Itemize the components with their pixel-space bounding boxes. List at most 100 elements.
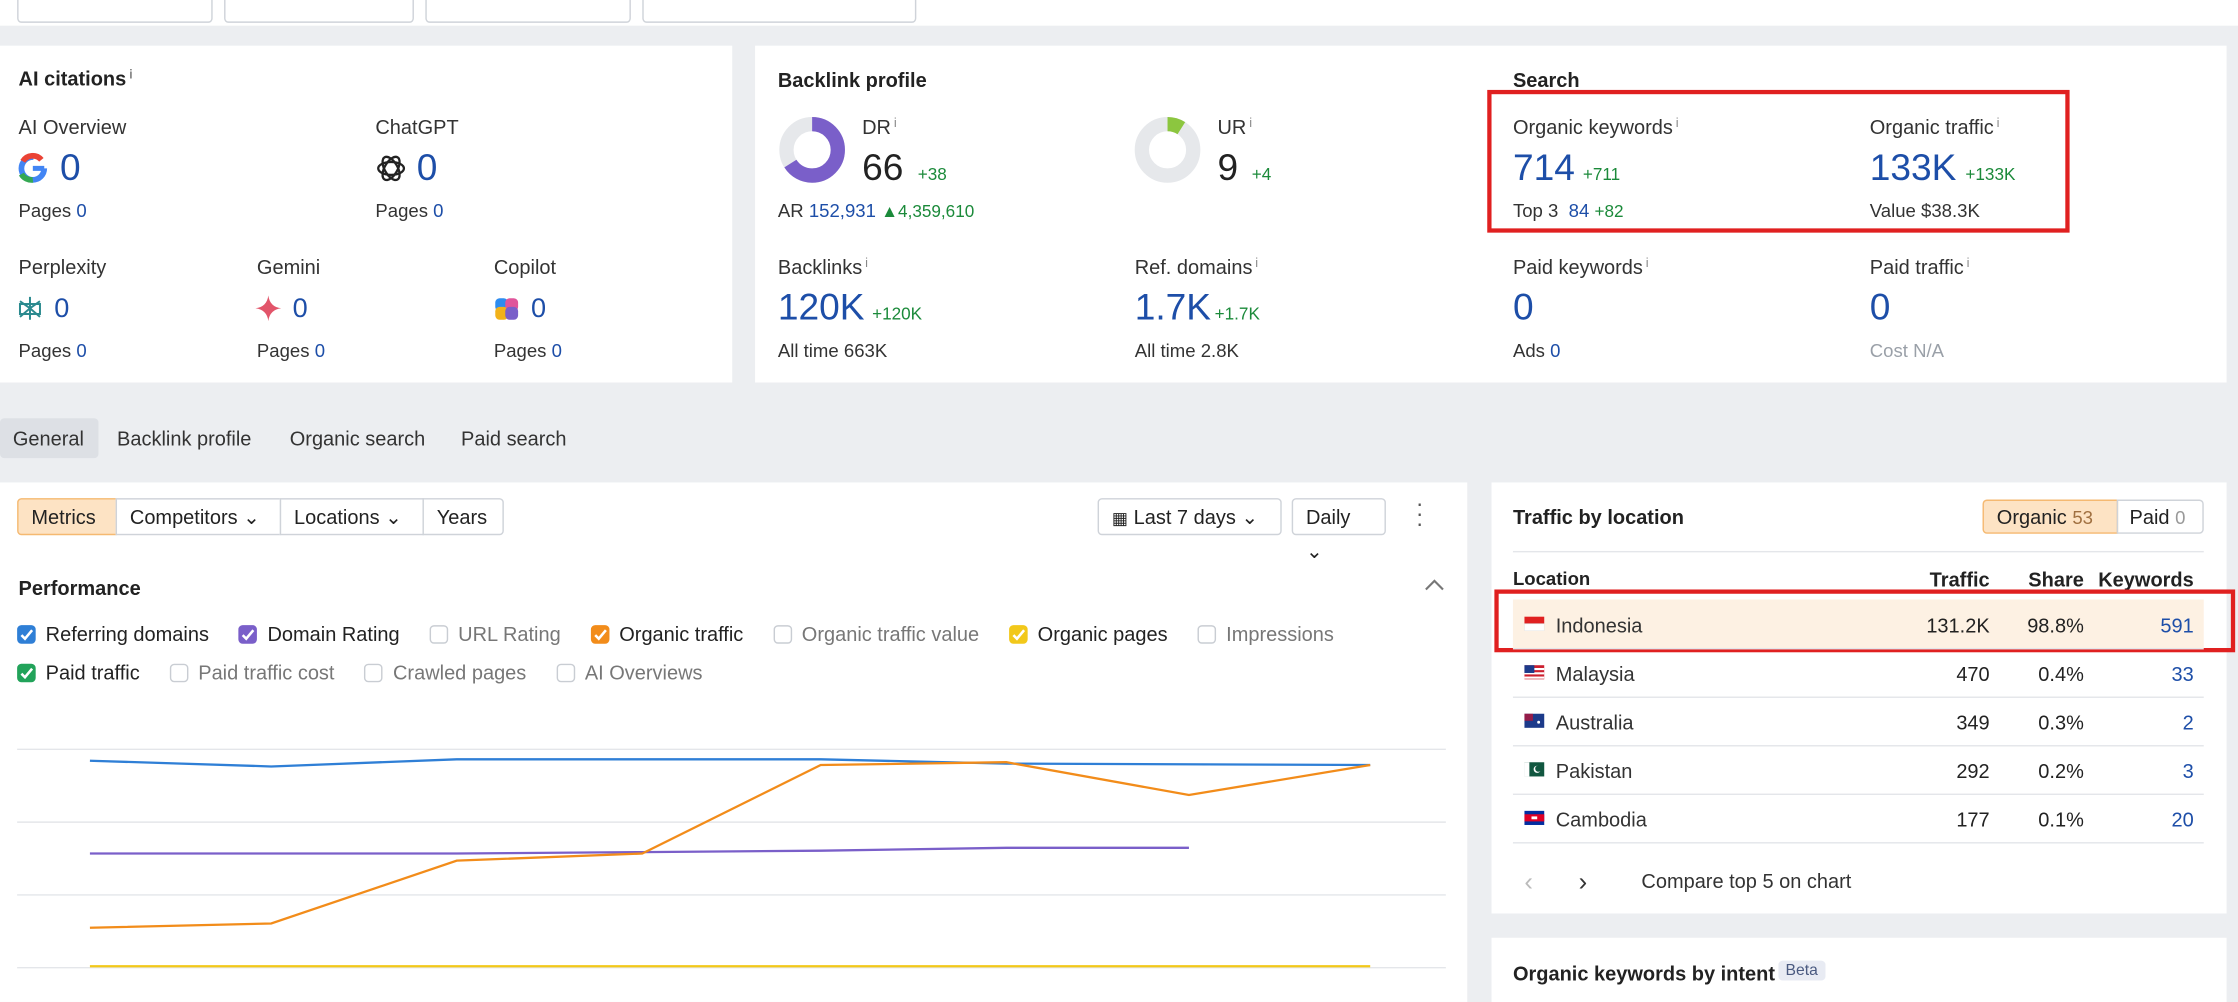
checkbox[interactable] [429,625,449,644]
keywords[interactable]: 2 [2182,710,2194,734]
checkbox[interactable] [169,663,189,683]
compare-link[interactable]: Compare top 5 on chart [1641,869,1852,893]
filter-button[interactable] [17,0,213,23]
collapse-icon[interactable] [1424,578,1444,592]
keywords[interactable]: 33 [2171,662,2194,686]
toolbar-button-label[interactable]: Locations [294,505,380,529]
filter-button[interactable] [224,0,414,23]
sub-value: N/A [1913,339,1945,362]
sub-label: Value [1869,199,1916,222]
metric-toggle[interactable]: Organic pages [1009,622,1168,645]
sub-value: 84 [1568,199,1590,222]
row-divider [1512,647,2204,650]
row-highlight [1512,599,2204,648]
metric-toggle[interactable]: Referring domains [17,622,209,645]
change: +120K [872,304,923,324]
metric-toggle[interactable]: Impressions [1197,622,1334,645]
date-button[interactable]: ▦ Last 7 days ⌄ [1097,498,1282,536]
keywords[interactable]: 3 [2182,759,2194,783]
metric-toggle[interactable]: Crawled pages [364,661,526,684]
section-title: Search [1512,68,1580,92]
value: 9 [1217,145,1239,189]
change: +711 [1582,164,1621,185]
toolbar-button[interactable]: Metrics [17,498,118,536]
info: i [1249,115,1253,130]
label: Organic keywords [1512,115,1673,139]
date-range[interactable]: Last 7 days [1133,505,1236,529]
value: 0 [59,145,81,189]
checkbox[interactable] [773,625,792,644]
more-menu[interactable]: · · · [1415,492,1424,537]
change: +38 [917,164,947,185]
checkbox[interactable] [1197,625,1217,644]
traffic: 470 [1956,662,1990,686]
metric-label: Organic pages [1037,622,1168,646]
prev-page[interactable]: ‹ [1524,867,1533,897]
traffic: 349 [1956,710,1990,734]
divider [1512,550,2204,553]
highlight-box [1487,89,2070,233]
filter-button[interactable] [425,0,631,23]
performance-card [0,482,1468,1002]
share: 0.1% [2038,807,2084,831]
row-divider [1512,793,2204,796]
metric-toggle[interactable]: URL Rating [429,622,561,645]
sub-value: 2.8K [1200,339,1239,362]
checkbox[interactable] [1009,625,1028,644]
ai-citations-card [0,45,733,383]
metric-label: AI Overviews [584,660,703,684]
traffic: 177 [1956,807,1990,831]
metric-toggle[interactable]: Paid traffic [17,661,140,684]
toggle-paid[interactable]: Paid 0 [2116,499,2204,534]
metric-label: Domain Rating [267,622,400,646]
title: AI citations [18,67,127,90]
toggle-label[interactable]: Organic [1996,505,2067,529]
label: Gemini [256,255,321,279]
info: i [129,67,133,82]
toggle-count: 0 [2175,506,2186,529]
keywords[interactable]: 591 [2160,613,2194,637]
checkbox[interactable] [590,625,610,644]
toolbar-button-label[interactable]: Competitors [129,505,238,529]
filter-button[interactable] [642,0,917,23]
metric-label: Organic traffic value [801,622,980,646]
dr-donut [779,117,845,183]
interval[interactable]: Daily [1305,505,1351,529]
toggle-label[interactable]: Paid [2129,505,2170,529]
value: 714 [1512,145,1575,189]
metric-toggle[interactable]: Paid traffic cost [169,661,334,684]
metric-toggle[interactable]: Domain Rating [238,622,400,646]
toolbar-button[interactable]: Years [422,498,504,536]
intent-card [1491,937,2227,1002]
sub-value: 0 [76,339,87,362]
info: i [1675,115,1679,130]
checkbox[interactable] [17,625,36,644]
next-page[interactable]: › [1578,867,1588,897]
value: 133K [1869,145,1957,189]
checkbox[interactable] [364,663,384,683]
keywords[interactable]: 20 [2171,807,2194,831]
toggle-count: 53 [2072,506,2093,529]
value: 66 [862,145,904,189]
change: +1.7K [1214,304,1260,324]
checkbox[interactable] [17,663,36,683]
info: i [1255,255,1259,270]
sub-value: 0 [76,199,87,222]
checkbox[interactable] [556,663,575,683]
tab[interactable]: General [12,426,84,450]
label: Organic traffic [1869,115,1994,139]
location: Australia [1555,710,1634,734]
metric-toggle[interactable]: Organic traffic [590,622,743,645]
metric-label: Crawled pages [392,660,527,684]
tab[interactable]: Paid search [461,426,567,450]
tab[interactable]: Organic search [289,426,426,450]
interval-button[interactable]: Daily ⌄ [1291,498,1386,562]
metric-toggle[interactable]: AI Overviews [556,660,703,684]
label: ChatGPT [375,115,459,139]
metric-toggle[interactable]: Organic traffic value [773,622,979,645]
badge: Beta [1778,960,1826,981]
toggle-organic[interactable]: Organic 53 [1982,499,2119,534]
checkbox[interactable] [238,625,258,644]
tab[interactable]: Backlink profile [117,426,252,450]
sub-change: +82 [1594,201,1624,222]
